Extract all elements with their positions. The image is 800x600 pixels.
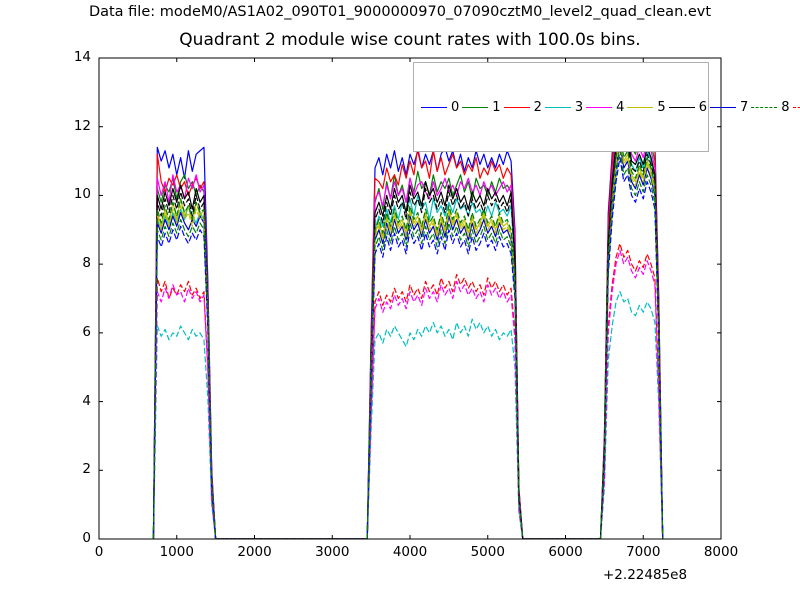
y-tick-label: 8 bbox=[82, 255, 91, 272]
y-tick-label: 4 bbox=[82, 392, 91, 409]
series-line-6 bbox=[152, 119, 664, 539]
y-tick-label: 6 bbox=[82, 323, 91, 340]
legend-label-8: 8 bbox=[781, 99, 790, 115]
figure-suptitle: Data file: modeM0/AS1A02_090T01_90000009… bbox=[88, 4, 712, 20]
legend-swatch-3 bbox=[544, 106, 571, 108]
legend-swatch-2 bbox=[503, 106, 530, 108]
x-tick-label: 2000 bbox=[237, 544, 272, 560]
legend-label-4: 4 bbox=[616, 99, 625, 115]
series-line-8 bbox=[152, 150, 664, 539]
legend-swatch-4 bbox=[586, 106, 613, 108]
series-line-4 bbox=[152, 112, 664, 539]
x-axis-offset-label: +2.22485e8 bbox=[603, 567, 688, 583]
legend-swatch-8 bbox=[751, 106, 778, 108]
x-tick-label: 3000 bbox=[315, 544, 350, 560]
legend-item-2[interactable]: 2 bbox=[501, 101, 542, 114]
legend-item-3[interactable]: 3 bbox=[542, 101, 583, 114]
x-tick-label: 1000 bbox=[159, 544, 194, 560]
axis-ticks bbox=[98, 57, 722, 540]
series-group bbox=[152, 88, 664, 539]
legend-label-3: 3 bbox=[574, 99, 584, 115]
series-line-9 bbox=[152, 242, 664, 539]
plot-title: Quadrant 2 module wise count rates with … bbox=[179, 30, 641, 50]
x-tick-label: 0 bbox=[94, 544, 104, 560]
legend-swatch-5 bbox=[627, 106, 654, 108]
legend-label-1: 1 bbox=[492, 99, 501, 115]
legend-item-7[interactable]: 7 bbox=[707, 101, 748, 114]
legend-swatch-1 bbox=[462, 106, 489, 108]
legend-item-6[interactable]: 6 bbox=[666, 101, 707, 114]
legend-label-7: 7 bbox=[739, 99, 749, 115]
legend-swatch-6 bbox=[668, 106, 695, 108]
y-tick-label: 2 bbox=[82, 461, 91, 478]
x-tick-label: 7000 bbox=[626, 544, 661, 560]
series-line-13 bbox=[152, 126, 664, 539]
legend-swatch-7 bbox=[709, 106, 736, 108]
legend-item-0[interactable]: 0 bbox=[418, 101, 459, 114]
legend-swatch-9 bbox=[792, 106, 800, 108]
legend-item-5[interactable]: 5 bbox=[624, 99, 666, 115]
y-tick-label: 12 bbox=[73, 117, 91, 134]
x-tick-label: 4000 bbox=[392, 544, 428, 560]
legend-label-2: 2 bbox=[533, 99, 542, 115]
series-line-11 bbox=[152, 249, 664, 539]
legend-label-6: 6 bbox=[698, 99, 707, 115]
legend[interactable]: 0123456789101112131415 bbox=[413, 62, 800, 152]
x-tick-label: 8000 bbox=[703, 544, 739, 560]
y-tick-label: 14 bbox=[73, 49, 91, 65]
series-line-10 bbox=[152, 291, 664, 539]
x-tick-label: 5000 bbox=[470, 544, 505, 560]
y-tick-label: 10 bbox=[73, 186, 91, 203]
x-tick-label: 6000 bbox=[548, 544, 583, 560]
legend-label-0: 0 bbox=[451, 99, 460, 115]
legend-swatch-0 bbox=[421, 106, 447, 108]
series-line-14 bbox=[152, 157, 664, 539]
series-line-15 bbox=[152, 132, 664, 539]
legend-item-9[interactable]: 9 bbox=[790, 101, 800, 114]
legend-label-5: 5 bbox=[657, 99, 666, 115]
legend-item-4[interactable]: 4 bbox=[583, 101, 624, 114]
legend-item-1[interactable]: 1 bbox=[459, 99, 501, 115]
series-line-12 bbox=[152, 139, 664, 539]
y-tick-label: 0 bbox=[82, 530, 91, 546]
legend-item-8[interactable]: 8 bbox=[748, 99, 790, 115]
